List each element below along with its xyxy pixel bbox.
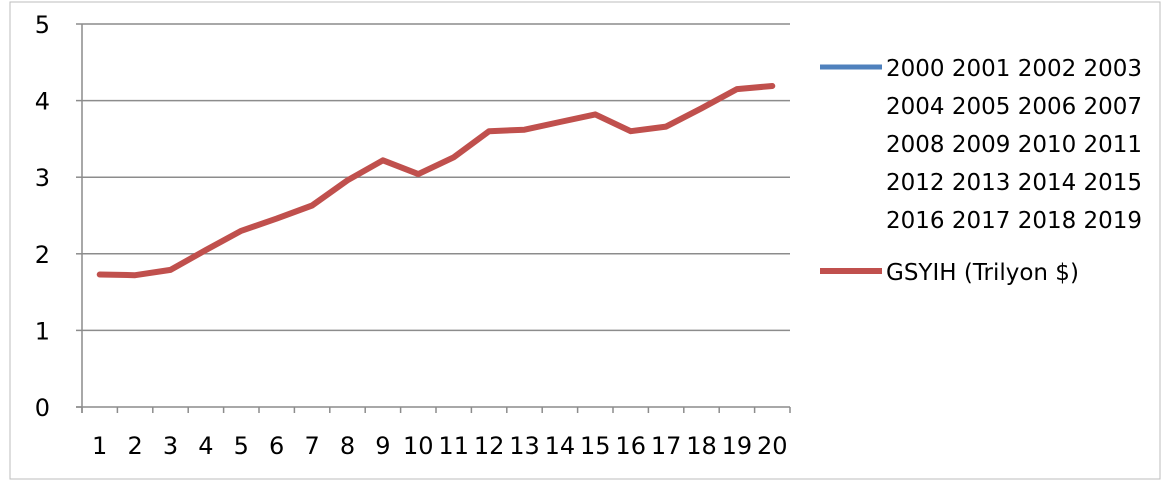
axes [76,23,791,413]
x-tick-label: 10 [403,432,434,460]
x-tick-label: 2 [127,432,142,460]
legend: 2000 2001 2002 2003 2004 2005 2006 2007 20… [820,56,1142,286]
legend-label-2: GSYIH (Trilyon $) [886,260,1079,286]
x-tick-labels: 1 2 3 4 5 6 7 8 9 10 11 12 13 14 15 16 17 18 19 20 [92,432,788,460]
y-tick-label: 0 [35,394,50,422]
x-tick-label: 4 [198,432,213,460]
x-tick-label: 3 [163,432,178,460]
legend-label-1: 2004 2005 2006 2007 [886,94,1142,120]
y-tick-labels: 0 1 2 3 4 5 [35,11,50,422]
x-tick-label: 8 [340,432,355,460]
x-tick-label: 1 [92,432,107,460]
y-tick-label: 2 [35,241,50,269]
series-lines [96,83,776,279]
y-tick-label: 4 [35,88,50,116]
legend-label-1: 2012 2013 2014 2015 [886,170,1142,196]
x-tick-label: 13 [509,432,540,460]
x-tick-label: 14 [545,432,576,460]
y-tick-label: 1 [35,317,50,345]
x-tick-label: 5 [234,432,249,460]
x-tick-label: 20 [757,432,788,460]
x-tick-label: 17 [651,432,682,460]
x-tick-label: 11 [438,432,469,460]
legend-label-1: 2000 2001 2002 2003 [886,56,1142,82]
x-tick-label: 15 [580,432,611,460]
y-tick-label: 3 [35,164,50,192]
x-tick-label: 7 [304,432,319,460]
x-tick-label: 6 [269,432,284,460]
legend-label-1: 2016 2017 2018 2019 [886,208,1142,234]
x-tick-label: 9 [375,432,390,460]
x-tick-label: 12 [474,432,505,460]
y-tick-label: 5 [35,11,50,39]
legend-label-1: 2008 2009 2010 2011 [886,132,1142,158]
x-tick-label: 16 [615,432,646,460]
x-tick-label: 19 [722,432,753,460]
chart-border [9,1,1161,480]
series-line [96,83,776,279]
x-tick-label: 18 [686,432,717,460]
